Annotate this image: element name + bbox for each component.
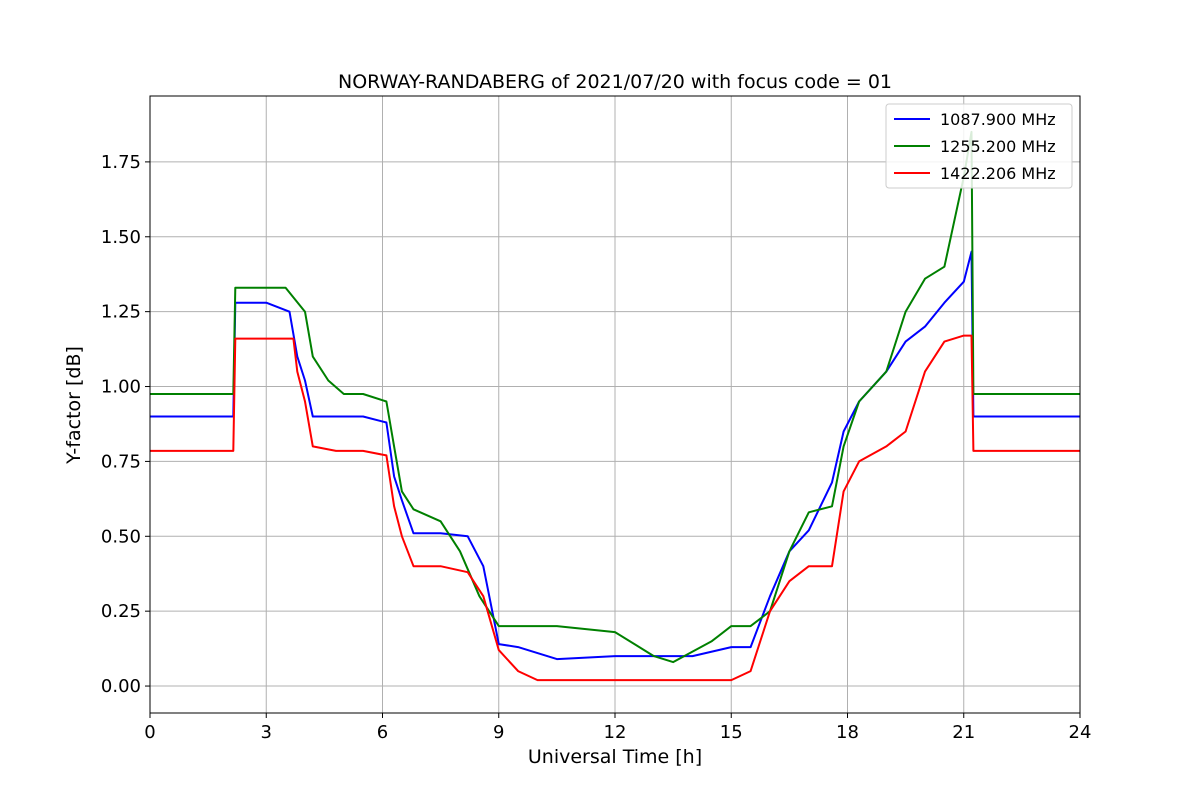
y-tick-label: 1.50 (101, 227, 141, 248)
y-tick-label: 1.00 (101, 377, 141, 398)
y-tick-label: 0.00 (101, 676, 141, 697)
legend-label-1: 1087.900 MHz (940, 110, 1056, 129)
x-tick-label: 12 (604, 722, 627, 743)
y-tick-label: 0.25 (101, 601, 141, 622)
x-axis-label: Universal Time [h] (528, 746, 702, 768)
y-tick-label: 0.50 (101, 526, 141, 547)
x-tick-label: 0 (144, 722, 155, 743)
x-tick-label: 18 (836, 722, 859, 743)
x-tick-label: 24 (1069, 722, 1092, 743)
x-tick-label: 15 (720, 722, 743, 743)
x-tick-label: 6 (377, 722, 388, 743)
y-tick-label: 1.25 (101, 302, 141, 323)
y-axis-label: Y-factor [dB] (63, 346, 85, 465)
legend: 1087.900 MHz 1255.200 MHz 1422.206 MHz (885, 103, 1073, 189)
series-line-2 (150, 130, 1080, 664)
x-tick-label: 21 (952, 722, 975, 743)
legend-box (885, 103, 1073, 189)
series-line-1 (150, 250, 1080, 661)
y-axis: 0.00 0.25 0.50 0.75 1.00 1.25 1.50 1.75 (101, 152, 150, 697)
x-tick-label: 3 (261, 722, 272, 743)
series-line-3 (150, 334, 1080, 682)
y-tick-label: 0.75 (101, 451, 141, 472)
legend-label-2: 1255.200 MHz (940, 137, 1056, 156)
chart-title: NORWAY-RANDABERG of 2021/07/20 with focu… (338, 71, 892, 93)
series-group (150, 130, 1080, 682)
x-tick-label: 9 (493, 722, 504, 743)
legend-label-3: 1422.206 MHz (940, 164, 1056, 183)
y-tick-label: 1.75 (101, 152, 141, 173)
x-axis: 0 3 6 9 12 15 18 21 24 (144, 713, 1091, 743)
